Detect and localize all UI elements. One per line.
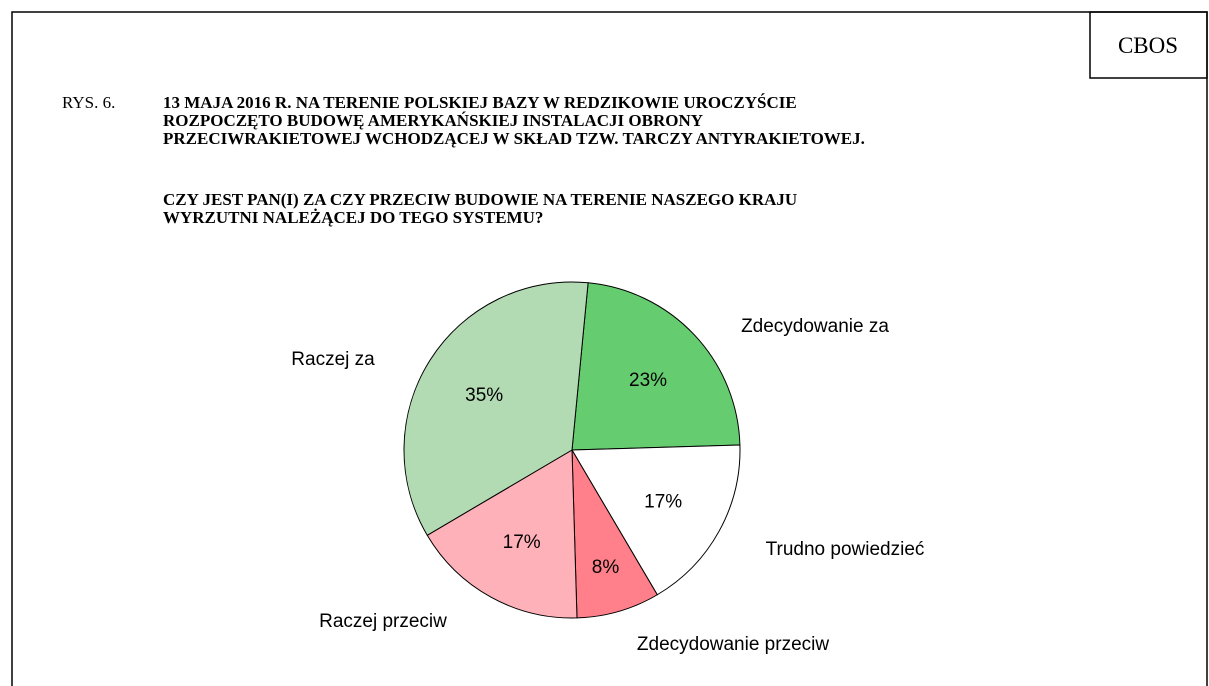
value-label: 35%: [465, 385, 503, 406]
category-label: Raczej za: [291, 349, 375, 370]
pie-slice: [571, 282, 741, 451]
value-label: 17%: [644, 491, 682, 512]
source: CBOS: [1118, 33, 1178, 58]
pie-slice: [403, 281, 589, 536]
question-line: WYRZUTNI NALEŻĄCEJ DO TEGO SYSTEMU?: [163, 208, 543, 227]
value-label: 23%: [629, 370, 667, 391]
pie-slice: [426, 449, 578, 619]
category-label: Raczej przeciw: [319, 611, 447, 632]
category-label: Zdecydowanie za: [741, 316, 889, 337]
category-label: Zdecydowanie przeciw: [637, 634, 829, 655]
source-box: [1089, 11, 1208, 79]
pie-slice: [571, 444, 741, 596]
value-label: 17%: [503, 532, 541, 553]
frame: [11, 11, 1208, 686]
title-line: ROZPOCZĘTO BUDOWĘ AMERYKAŃSKIEJ INSTALAC…: [163, 111, 703, 130]
title-line: PRZECIWRAKIETOWEJ WCHODZĄCEJ W SKŁAD TZW…: [163, 129, 865, 148]
category-label: Trudno powiedzieć: [766, 539, 925, 560]
question-line: CZY JEST PAN(I) ZA CZY PRZECIW BUDOWIE N…: [163, 190, 797, 209]
value-label: 8%: [592, 557, 620, 578]
figure-label: RYS. 6.: [62, 93, 115, 112]
title-line: 13 MAJA 2016 R. NA TERENIE POLSKIEJ BAZY…: [163, 93, 797, 112]
